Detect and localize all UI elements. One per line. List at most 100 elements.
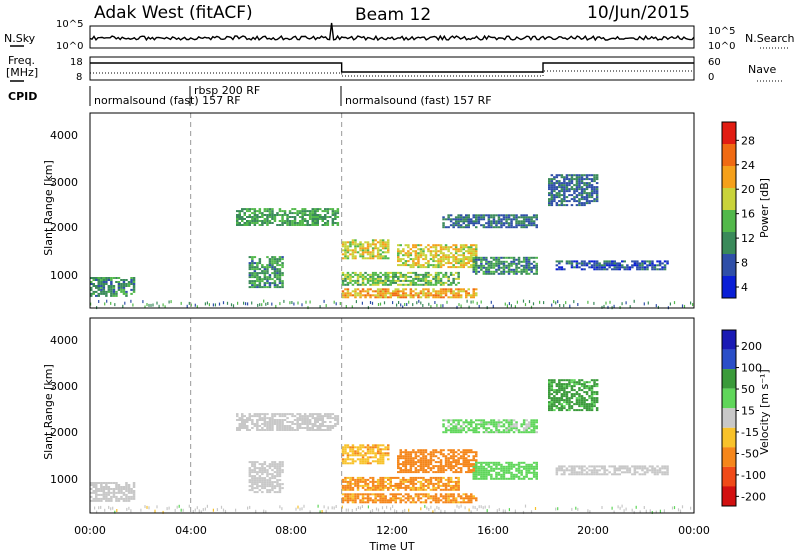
echo-cell [424, 262, 428, 265]
echo-cell [341, 281, 345, 284]
echo-cell [326, 429, 330, 431]
echo-cell [520, 268, 523, 271]
echo-cell [366, 495, 370, 498]
echo-cell [117, 486, 121, 488]
echo-cell [402, 480, 405, 483]
echo-cell [424, 495, 428, 498]
noise-cell [355, 300, 357, 304]
echo-cell [575, 399, 579, 402]
echo-cell [271, 425, 274, 427]
echo-cell [112, 493, 116, 496]
echo-cell [452, 453, 455, 456]
echo-cell [369, 462, 372, 465]
echo-cell [266, 471, 269, 474]
echo-cell [507, 218, 511, 221]
echo-cell [555, 204, 559, 207]
echo-cell [266, 220, 269, 222]
echo-cell [384, 283, 387, 286]
echo-cell [618, 264, 621, 267]
echo-cell [618, 268, 621, 271]
echo-cell [90, 484, 93, 486]
echo-cell [507, 262, 511, 265]
echo-cell [643, 465, 647, 468]
echo-cell [465, 421, 468, 424]
echo-cell [437, 497, 440, 500]
noise-cell [434, 301, 436, 304]
echo-cell [563, 194, 566, 197]
echo-cell [492, 421, 496, 424]
echo-cell [246, 427, 249, 429]
echo-cell [281, 471, 284, 474]
echo-cell [371, 247, 375, 250]
colorbar-tick-label: 100 [741, 362, 762, 375]
echo-cell [316, 218, 319, 220]
echo-cell [470, 501, 473, 504]
echo-cell [467, 471, 470, 474]
echo-cell [273, 218, 277, 220]
echo-cell [558, 401, 561, 404]
echo-cell [281, 274, 284, 277]
echo-cell [381, 255, 385, 258]
echo-cell [404, 264, 408, 267]
echo-cell [273, 475, 277, 478]
echo-cell [517, 471, 521, 474]
echo-cell [457, 250, 460, 253]
noise-cell [440, 304, 442, 308]
echo-cell [399, 478, 402, 481]
echo-cell [266, 425, 269, 427]
echo-cell [477, 216, 481, 219]
echo-cell [102, 495, 106, 498]
echo-cell [311, 212, 314, 215]
echo-cell [633, 260, 637, 263]
echo-cell [570, 182, 574, 185]
echo-cell [583, 391, 586, 394]
echo-cell [447, 250, 450, 253]
echo-cell [376, 253, 380, 256]
echo-cell [107, 290, 111, 293]
echo-cell [334, 423, 337, 425]
echo-cell [452, 457, 455, 460]
echo-cell [475, 467, 478, 470]
echo-cell [341, 283, 345, 286]
echo-cell [462, 451, 465, 454]
echo-cell [525, 475, 528, 478]
echo-cell [356, 452, 360, 455]
echo-cell [580, 397, 584, 400]
echo-cell [447, 499, 450, 502]
echo-cell [563, 389, 566, 392]
echo-cell [344, 294, 347, 297]
echo-cell [354, 454, 357, 457]
echo-cell [100, 279, 103, 281]
echo-cell [376, 448, 380, 451]
noise-cell [516, 300, 518, 304]
echo-cell [296, 423, 299, 425]
echo-cell [336, 415, 340, 418]
echo-cell [308, 214, 312, 216]
echo-cell [402, 290, 405, 293]
echo-cell [97, 288, 100, 291]
echo-cell [389, 292, 392, 295]
echo-cell [276, 427, 279, 429]
echo-cell [432, 258, 435, 261]
echo-cell [404, 461, 408, 464]
echo-cell [439, 469, 443, 472]
echo-cell [520, 216, 523, 219]
echo-cell [585, 196, 589, 199]
echo-cell [616, 268, 619, 271]
echo-cell [107, 286, 111, 289]
echo-cell [465, 220, 468, 223]
echo-cell [241, 415, 244, 418]
echo-cell [490, 266, 493, 269]
echo-cell [291, 423, 294, 425]
echo-cell [389, 476, 392, 479]
echo-cell [268, 489, 272, 492]
echo-cell [583, 383, 586, 386]
echo-cell [417, 248, 420, 251]
echo-cell [555, 401, 559, 404]
echo-cell [283, 214, 287, 216]
echo-cell [387, 499, 390, 502]
echo-cell [502, 268, 506, 271]
echo-cell [485, 266, 488, 269]
echo-cell [616, 264, 619, 267]
echo-cell [392, 497, 395, 500]
